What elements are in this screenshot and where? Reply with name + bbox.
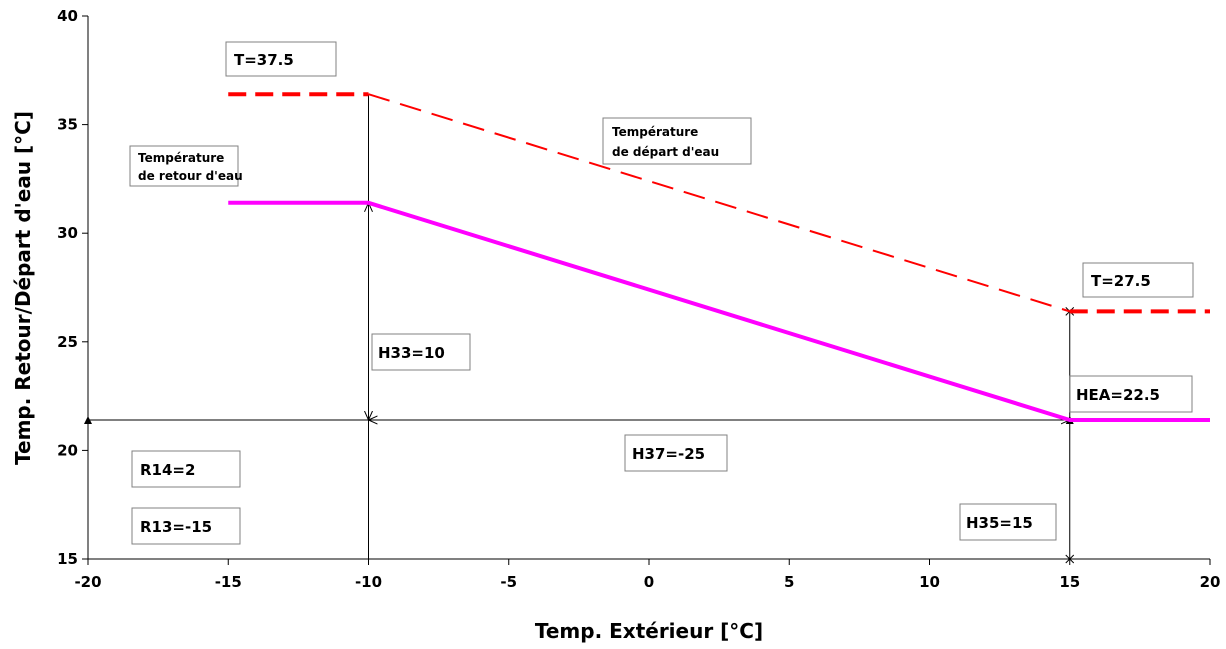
x-tick-label: 0 <box>644 573 654 591</box>
svg-text:H33=10: H33=10 <box>378 344 445 362</box>
label-h33: H33=10 <box>371 333 471 371</box>
x-tick-label: -10 <box>355 573 382 591</box>
svg-text:HEA=22.5: HEA=22.5 <box>1076 386 1160 404</box>
svg-text:de retour d'eau: de retour d'eau <box>138 169 243 183</box>
y-tick-label: 25 <box>57 333 78 351</box>
y-tick-label: 30 <box>57 224 78 242</box>
y-tick-label: 20 <box>57 441 78 459</box>
label-t-min: T=27.5 <box>1082 262 1194 298</box>
label-h35: H35=15 <box>959 503 1057 541</box>
label-t-max: T=37.5 <box>225 41 337 77</box>
svg-text:de départ d'eau: de départ d'eau <box>612 145 719 159</box>
x-tick-label: 5 <box>784 573 794 591</box>
x-tick-label: -5 <box>500 573 517 591</box>
svg-text:Température: Température <box>138 151 224 165</box>
x-tick-label: -20 <box>74 573 101 591</box>
y-tick-label: 35 <box>57 116 78 134</box>
x-tick-label: 10 <box>919 573 940 591</box>
x-tick-label: -15 <box>215 573 242 591</box>
label-hea: HEA=22.5 <box>1069 375 1193 413</box>
cross-marker <box>1065 554 1075 564</box>
svg-text:R13=-15: R13=-15 <box>140 518 212 536</box>
x-tick-label: 15 <box>1059 573 1080 591</box>
svg-text:T=37.5: T=37.5 <box>234 51 294 69</box>
series-retour <box>228 200 1210 422</box>
label-r14: R14=2 <box>131 450 241 488</box>
label-depart: Température de départ d'eau <box>602 117 752 165</box>
y-axis-title: Temp. Retour/Départ d'eau [°C] <box>11 111 35 465</box>
y-tick-label: 15 <box>57 550 78 568</box>
label-retour: Température de retour d'eau <box>129 145 243 187</box>
series-layer <box>228 92 1210 422</box>
y-tick-label: 40 <box>57 7 78 25</box>
label-h37: H37=-25 <box>624 434 728 472</box>
x-axis-title: Temp. Extérieur [°C] <box>535 619 763 643</box>
label-r13: R13=-15 <box>131 507 241 545</box>
svg-text:R14=2: R14=2 <box>140 461 195 479</box>
svg-text:T=27.5: T=27.5 <box>1091 272 1151 290</box>
series-depart-slope <box>368 93 1071 313</box>
axis-ticks: -20 -15 -10 -5 0 5 10 15 20 15 20 25 30 35 40 <box>57 7 1220 591</box>
triangle-marker <box>84 415 92 424</box>
svg-text:H37=-25: H37=-25 <box>632 445 705 463</box>
svg-text:Température: Température <box>612 125 698 139</box>
svg-text:H35=15: H35=15 <box>966 514 1033 532</box>
reference-lines <box>84 94 1075 564</box>
x-tick-label: 20 <box>1200 573 1221 591</box>
